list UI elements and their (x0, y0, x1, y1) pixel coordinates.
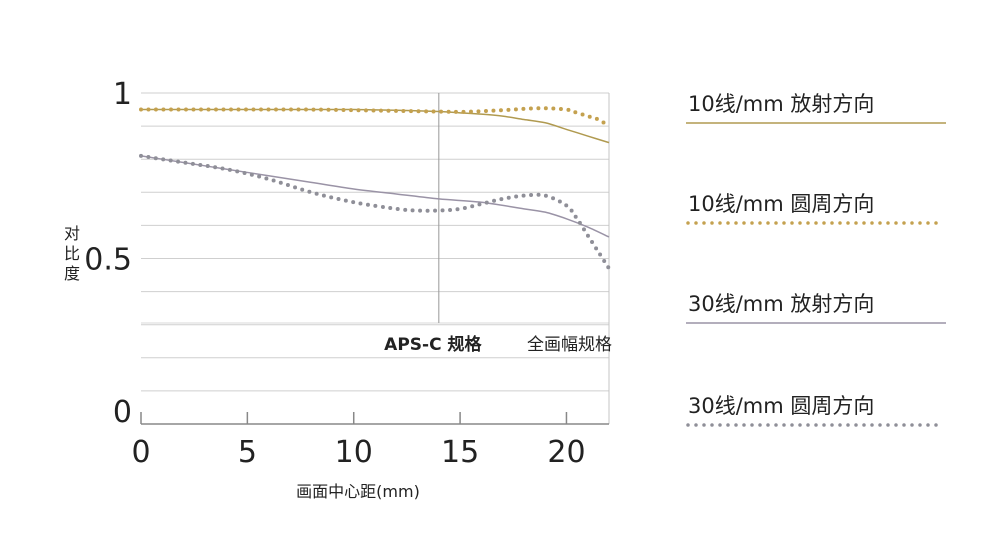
legend-label: 10线/mm 圆周方向 (688, 192, 875, 216)
y-tick-label: 0.5 (84, 243, 132, 278)
series-line-3 (139, 153, 611, 271)
x-tick-label: 5 (238, 435, 257, 470)
legend-item-10-tangential: 10线/mm 圆周方向 (686, 188, 948, 248)
x-axis-label: 画面中心距(mm) (296, 482, 420, 501)
legend-item-30-radial: 30线/mm 放射方向 (686, 288, 948, 348)
y-axis-label-char: 度 (63, 264, 80, 283)
y-axis-label-char: 对 (63, 224, 80, 243)
y-axis-label-char: 比 (63, 244, 80, 263)
legend-label: 30线/mm 放射方向 (688, 292, 875, 316)
legend-item-30-tangential: 30线/mm 圆周方向 (686, 390, 948, 450)
legend-swatch-solid (686, 122, 946, 124)
y-tick-label: 1 (113, 77, 132, 112)
legend-item-10-radial: 10线/mm 放射方向 (686, 88, 948, 148)
legend-label: 30线/mm 圆周方向 (688, 394, 875, 418)
x-tick-label: 20 (547, 435, 585, 470)
annotation-full-frame: 全画幅规格 (527, 335, 612, 355)
series-line-1 (139, 106, 611, 129)
legend-swatch-dotted (686, 221, 946, 225)
legend-swatch-solid (686, 322, 946, 324)
y-tick-label: 0 (113, 395, 132, 430)
x-tick-label: 15 (441, 435, 479, 470)
y-axis-label: 对 比 度 (62, 224, 82, 284)
x-tick-label: 0 (131, 435, 150, 470)
legend-label: 10线/mm 放射方向 (688, 92, 875, 116)
legend-swatch-dotted (686, 423, 946, 427)
x-tick-label: 10 (335, 435, 373, 470)
annotation-aps-c: APS-C 规格 (384, 334, 482, 355)
